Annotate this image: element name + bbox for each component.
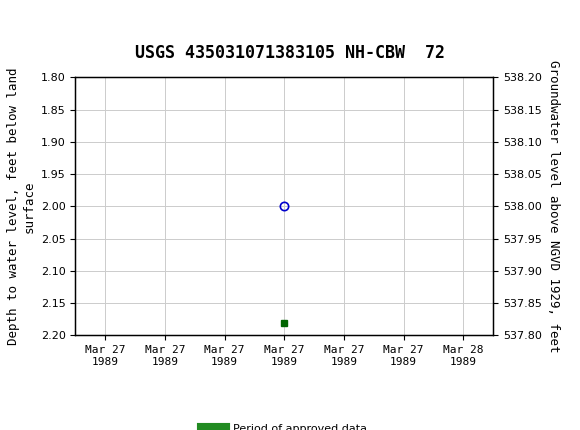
Y-axis label: Depth to water level, feet below land
surface: Depth to water level, feet below land su… [7, 68, 35, 345]
Legend: Period of approved data: Period of approved data [197, 419, 371, 430]
Y-axis label: Groundwater level above NGVD 1929, feet: Groundwater level above NGVD 1929, feet [547, 60, 560, 353]
Text: ▒USGS: ▒USGS [12, 15, 70, 37]
Text: USGS 435031071383105 NH-CBW  72: USGS 435031071383105 NH-CBW 72 [135, 44, 445, 62]
